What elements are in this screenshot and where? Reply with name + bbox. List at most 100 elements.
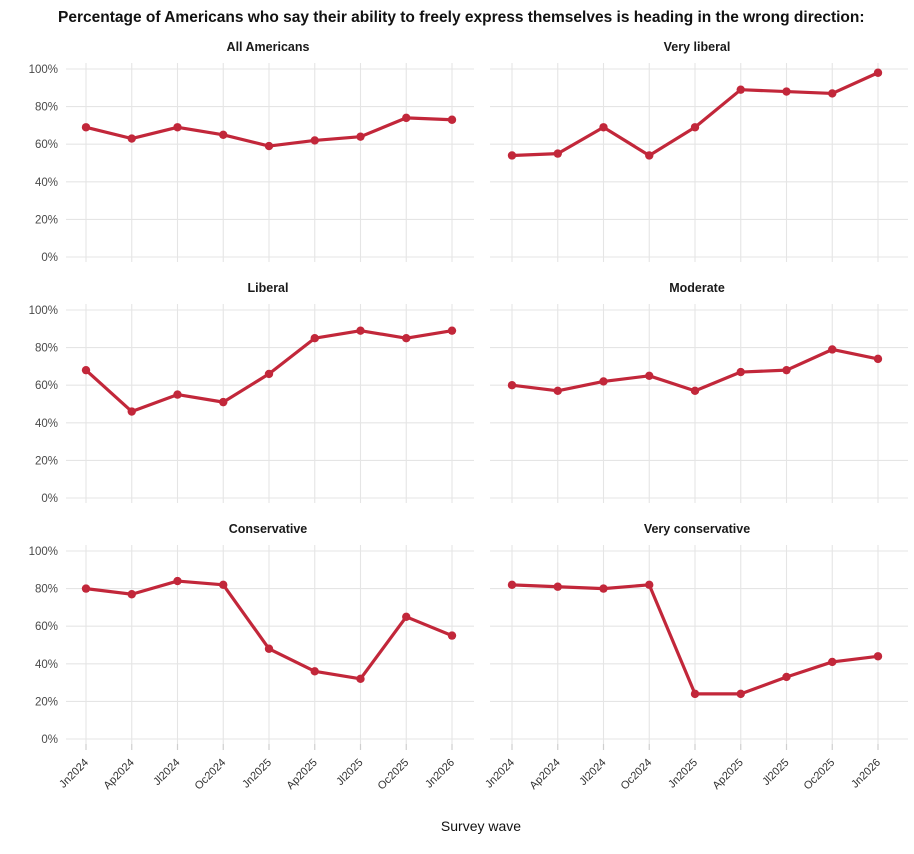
data-point (219, 580, 228, 590)
data-point (81, 584, 91, 593)
data-point (507, 580, 517, 590)
data-point (507, 381, 517, 390)
facet-plot-all-americans: 0% 20% 40% 60% 80% 100% (29, 63, 474, 264)
facet-plot-moderate (490, 304, 908, 503)
data-point (645, 151, 654, 160)
data-point (553, 149, 562, 158)
data-point (736, 367, 745, 377)
data-point (828, 345, 837, 354)
data-point (264, 644, 274, 653)
data-point (736, 689, 745, 699)
y-tick-label: 80% (35, 102, 58, 114)
data-point (553, 386, 562, 396)
data-point (356, 326, 365, 335)
gridlines (66, 304, 474, 503)
data-point (828, 657, 837, 667)
x-tick-label: Ap2025 (285, 757, 320, 792)
y-axis-labels: 0% 20% 40% 60% 80% 100% (29, 64, 58, 264)
data-point (599, 377, 608, 386)
data-point (507, 151, 517, 160)
y-axis-labels: 0% 20% 40% 60% 80% 100% (29, 546, 58, 746)
x-axis-ticks (85, 744, 453, 750)
y-tick-label: 0% (41, 252, 58, 264)
data-point (173, 576, 182, 586)
y-tick-label: 80% (35, 343, 58, 355)
data-point (264, 369, 274, 379)
data-points (507, 345, 883, 396)
y-tick-label: 0% (41, 734, 58, 746)
data-points (81, 113, 457, 151)
y-tick-label: 60% (35, 621, 58, 633)
facet-plot-very-liberal (490, 63, 908, 262)
data-point (690, 123, 700, 132)
data-point (81, 365, 91, 375)
x-tick-label: Oc2025 (802, 757, 838, 793)
x-tick-label: Jl2024 (577, 757, 608, 788)
data-point (127, 590, 136, 599)
gridlines (490, 304, 908, 503)
y-tick-label: 20% (35, 214, 58, 226)
gridlines (66, 63, 474, 262)
facet-title-moderate: Moderate (669, 281, 725, 295)
x-axis-labels: Jn2024 Ap2024 Jl2024 Oc2024 Jn2025 Ap2025 Jl20… (57, 757, 457, 793)
facet-grid: All Americans 0% 20% 40% 60% 80% 100% Very li… (0, 37, 914, 806)
data-point (736, 85, 745, 94)
x-tick-label: Jn2026 (423, 757, 457, 791)
x-tick-label: Jn2026 (849, 757, 883, 791)
x-tick-label: Oc2024 (619, 757, 655, 793)
facet-panel-conservative: Conservative 0% 20% 40% 60% 80% 100% Jn2024 Ap2… (0, 519, 480, 806)
data-point (402, 612, 411, 621)
x-tick-label: Jn2025 (240, 757, 274, 791)
data-point (447, 326, 457, 335)
y-tick-label: 40% (35, 659, 58, 671)
data-point (310, 667, 319, 676)
data-point (356, 674, 365, 684)
data-point (127, 407, 136, 416)
y-tick-label: 60% (35, 380, 58, 392)
gridlines (490, 63, 908, 262)
data-points (81, 326, 457, 416)
y-tick-label: 20% (35, 455, 58, 467)
facet-title-very-conservative: Very conservative (643, 522, 751, 536)
x-tick-label: Jn2025 (666, 757, 700, 791)
data-point (356, 132, 365, 141)
data-point (599, 123, 608, 132)
data-point (447, 115, 457, 124)
data-point (645, 371, 654, 380)
y-tick-label: 80% (35, 584, 58, 596)
data-point (310, 334, 319, 343)
facet-plot-very-conservative: Jn2024 Ap2024 Jl2024 Oc2024 Jn2025 Ap2025 Jl20… (483, 545, 908, 793)
facet-panel-all-americans: All Americans 0% 20% 40% 60% 80% 100% (0, 37, 480, 264)
x-tick-label: Oc2025 (376, 757, 412, 793)
facet-title-all-americans: All Americans (226, 40, 310, 54)
x-axis-ticks (511, 744, 879, 750)
x-axis-title: Survey wave (440, 818, 522, 834)
y-axis-labels: 0% 20% 40% 60% 80% 100% (29, 305, 58, 505)
y-tick-label: 100% (29, 546, 58, 558)
y-tick-label: 40% (35, 177, 58, 189)
data-point (782, 87, 791, 96)
x-tick-label: Jn2024 (483, 757, 517, 791)
data-point (690, 689, 700, 699)
x-tick-label: Jl2025 (334, 757, 365, 788)
x-tick-label: Ap2024 (102, 757, 137, 792)
facet-title-liberal: Liberal (247, 281, 289, 295)
data-points (507, 580, 883, 699)
data-point (782, 365, 791, 375)
data-point (690, 386, 700, 396)
facet-panel-very-conservative: Very conservative Jn2024 Ap2024 Jl2024 Oc20… (480, 519, 914, 806)
x-tick-label: Oc2024 (193, 757, 229, 793)
facet-plot-liberal: 0% 20% 40% 60% 80% 100% (29, 304, 474, 505)
data-points (81, 576, 457, 684)
facet-plot-conservative: 0% 20% 40% 60% 80% 100% Jn2024 Ap2024 Jl2024 Oc20… (29, 545, 474, 793)
facet-panel-very-liberal: Very liberal (480, 37, 914, 264)
facet-panel-liberal: Liberal 0% 20% 40% 60% 80% 100% (0, 278, 480, 505)
data-point (645, 580, 654, 590)
data-point (873, 652, 883, 661)
data-point (782, 672, 791, 682)
y-tick-label: 100% (29, 305, 58, 317)
data-point (81, 123, 91, 132)
data-point (553, 582, 562, 591)
data-point (219, 130, 228, 139)
chart-title: Percentage of Americans who say their ab… (58, 9, 865, 26)
